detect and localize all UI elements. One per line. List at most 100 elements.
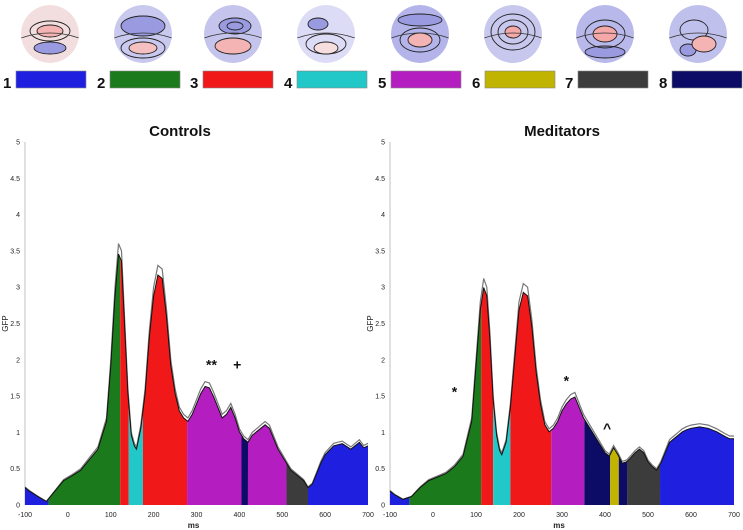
y-tick-label: 0.5 [10,466,20,473]
microstate-legend: 1 2 3 4 5 6 7 8 [3,5,743,92]
x-tick-label: 600 [685,512,697,519]
topomap-5-icon [391,5,449,63]
topomap-7-icon [576,5,634,63]
y-tick-label: 1 [16,430,20,437]
segment-map-8 [241,435,248,505]
y-tick-label: 2.5 [375,321,385,328]
y-tick-label: 1 [381,430,385,437]
x-axis-label: ms [188,521,200,530]
x-axis-label: ms [553,521,565,530]
x-tick-label: 0 [431,512,435,519]
x-tick-label: -100 [18,512,32,519]
gfp-line [389,287,734,500]
legend-number-8: 8 [659,75,667,92]
y-axis-label: GFP [366,315,375,331]
significance-marker: * [564,373,570,389]
legend-swatch-6 [484,70,556,89]
legend-swatch-7 [577,70,649,89]
segment-map-7 [286,463,308,505]
legend-number-2: 2 [97,75,105,92]
x-tick-label: 200 [513,512,525,519]
legend-number-3: 3 [190,75,198,92]
legend-number-4: 4 [284,75,293,92]
x-tick-label: 300 [556,512,568,519]
legend-swatch-5 [390,70,462,89]
y-tick-label: 3.5 [375,248,385,255]
segment-map-1 [660,426,734,505]
y-axis-label: GFP [1,315,10,331]
x-tick-label: -100 [383,512,397,519]
gfp-line [24,253,369,503]
topomap-3-icon [204,5,262,63]
y-tick-label: 0 [16,503,20,510]
segment-map-5 [247,424,287,505]
significance-marker: + [233,357,241,373]
segment-map-2 [48,254,121,505]
segment-map-3 [142,275,188,505]
segment-map-4 [493,400,511,505]
topomap-4-icon [297,5,355,63]
y-tick-label: 2.5 [10,321,20,328]
segment-map-1 [307,442,368,505]
topomap-8-icon [669,5,727,63]
chart-title: Meditators [524,123,600,140]
legend-number-5: 5 [378,75,386,92]
x-tick-label: 500 [642,512,654,519]
segment-map-6 [610,447,619,505]
x-tick-label: 200 [148,512,160,519]
topomap-6-icon [484,5,542,63]
legend-swatch-4 [296,70,368,89]
y-tick-label: 4.5 [10,176,20,183]
legend-number-6: 6 [472,75,480,92]
y-tick-label: 3 [381,285,385,292]
segment-map-3 [510,292,552,505]
gfp-envelope-line [389,278,734,500]
x-tick-label: 600 [319,512,331,519]
y-tick-label: 1.5 [10,394,20,401]
meditators-panel: Meditators 0 0.5 1 1.5 2 2.5 3 3.5 4 4.5 5 GFP -100 0 1… [366,123,740,530]
y-tick-label: 4.5 [375,176,385,183]
segment-map-5 [187,386,242,505]
y-tick-label: 5 [16,140,20,147]
segment-map-2 [409,304,482,505]
legend-number-1: 1 [3,75,11,92]
legend-swatch-3 [202,70,274,89]
x-tick-label: 700 [362,512,374,519]
legend-swatch-2 [109,70,181,89]
y-tick-label: 2 [16,357,20,364]
segment-map-7 [627,449,661,505]
y-tick-label: 0.5 [375,466,385,473]
x-tick-label: 100 [470,512,482,519]
segment-map-5 [551,397,585,505]
legend-swatch-8 [671,70,743,89]
chart-title: Controls [149,123,211,140]
segment-map-4 [128,403,143,505]
significance-marker: ^ [603,420,611,436]
x-tick-label: 0 [66,512,70,519]
segment-map-8 [618,456,628,505]
segment-map-3 [481,287,494,505]
x-tick-label: 500 [276,512,288,519]
significance-marker: ** [206,357,217,373]
y-tick-label: 5 [381,140,385,147]
y-tick-label: 4 [381,212,385,219]
x-tick-label: 100 [105,512,117,519]
y-tick-label: 3.5 [10,248,20,255]
segment-map-8 [584,419,611,505]
y-tick-label: 0 [381,503,385,510]
controls-panel: Controls 0 0.5 1 1.5 2 2.5 3 3.5 4 4.5 5 GFP -100 0 100… [1,123,374,530]
legend-swatch-1 [15,70,87,89]
segment-map-3 [120,258,129,505]
x-tick-label: 400 [234,512,246,519]
y-tick-label: 2 [381,357,385,364]
x-tick-label: 300 [191,512,203,519]
x-tick-label: 400 [599,512,611,519]
y-tick-label: 3 [16,285,20,292]
significance-marker: * [452,383,458,399]
x-tick-label: 700 [728,512,740,519]
topomap-2-icon [114,5,172,63]
y-tick-label: 4 [16,212,20,219]
y-tick-label: 1.5 [375,394,385,401]
topomap-1-icon [21,5,79,63]
